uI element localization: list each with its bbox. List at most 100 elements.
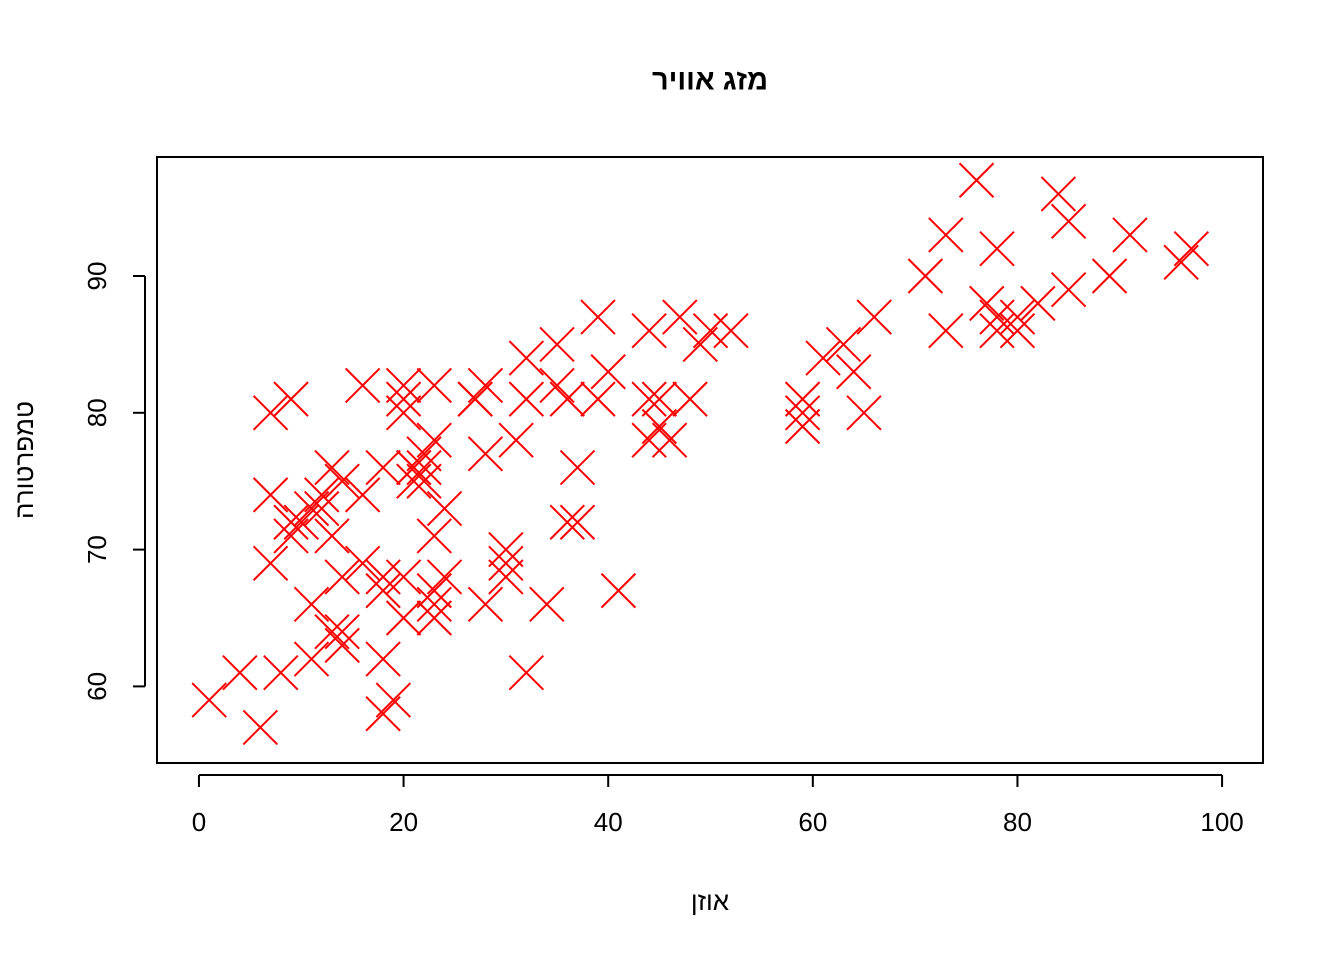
point	[508, 381, 545, 417]
point	[488, 531, 524, 568]
point	[692, 313, 729, 349]
point	[641, 381, 678, 417]
point	[631, 381, 667, 417]
point	[365, 696, 401, 732]
point	[467, 436, 504, 472]
point	[385, 395, 422, 431]
point	[784, 381, 821, 417]
point	[907, 258, 944, 294]
point	[1112, 217, 1148, 253]
point	[508, 340, 545, 376]
point	[928, 313, 964, 349]
point	[784, 408, 821, 445]
point	[385, 367, 422, 404]
point	[539, 326, 575, 363]
y-tick-label: 90	[82, 262, 112, 291]
point	[426, 490, 463, 527]
plot-frame	[156, 156, 1264, 764]
point	[1091, 258, 1128, 294]
point	[999, 313, 1036, 349]
point	[344, 367, 381, 404]
point	[846, 395, 882, 431]
point	[416, 518, 452, 554]
x-tick-label: 100	[1200, 807, 1243, 837]
point	[1050, 271, 1087, 308]
point	[273, 504, 309, 540]
point	[365, 449, 401, 486]
point	[713, 313, 749, 349]
point	[273, 518, 309, 554]
point	[324, 463, 360, 499]
point	[928, 217, 964, 253]
x-tick-label: 60	[798, 807, 827, 837]
point	[590, 354, 626, 390]
point	[304, 490, 340, 527]
point	[365, 572, 401, 609]
point	[508, 655, 545, 691]
point	[416, 600, 452, 636]
point	[979, 299, 1015, 335]
point	[396, 463, 432, 499]
point	[856, 299, 892, 335]
point	[1040, 176, 1077, 212]
point	[416, 572, 452, 609]
point	[672, 381, 708, 417]
point	[1020, 285, 1056, 322]
chart-title: מזג אוויר	[652, 65, 768, 97]
point	[416, 586, 452, 623]
point	[365, 559, 401, 595]
point	[651, 422, 688, 458]
point	[825, 326, 862, 363]
point	[324, 613, 360, 650]
point	[488, 545, 524, 581]
point	[1050, 203, 1087, 240]
point	[344, 545, 381, 581]
point	[385, 600, 422, 636]
point	[457, 381, 493, 417]
point	[385, 381, 422, 417]
point	[385, 559, 422, 595]
point	[242, 709, 279, 746]
x-axis-label: אוזן	[691, 886, 729, 916]
point	[662, 299, 698, 335]
point	[600, 572, 637, 609]
point	[549, 504, 585, 540]
point	[406, 463, 442, 499]
y-axis-label: טמפרטורה	[9, 401, 39, 519]
point	[273, 381, 309, 417]
x-tick-label: 0	[192, 807, 206, 837]
point	[314, 518, 350, 554]
point	[580, 381, 616, 417]
point	[344, 477, 381, 513]
x-tick-label: 20	[389, 807, 418, 837]
point	[222, 655, 258, 691]
point	[1163, 244, 1199, 281]
x-tick-label: 40	[594, 807, 623, 837]
point	[293, 586, 330, 623]
point	[416, 367, 452, 404]
point	[836, 354, 872, 390]
point	[805, 340, 841, 376]
point	[498, 422, 534, 458]
x-tick-label: 80	[1003, 807, 1032, 837]
point	[252, 545, 289, 581]
point	[979, 313, 1015, 349]
y-tick-label: 70	[82, 535, 112, 564]
point	[631, 313, 667, 349]
point	[467, 586, 504, 623]
point	[559, 504, 596, 540]
point	[252, 477, 289, 513]
point	[324, 559, 360, 595]
point	[191, 682, 227, 718]
point	[979, 230, 1015, 267]
point	[324, 627, 360, 664]
y-tick-label: 80	[82, 398, 112, 427]
point	[999, 299, 1036, 335]
point	[559, 449, 596, 486]
point	[529, 586, 565, 623]
point	[263, 655, 299, 691]
point	[784, 395, 821, 431]
point	[539, 367, 575, 404]
